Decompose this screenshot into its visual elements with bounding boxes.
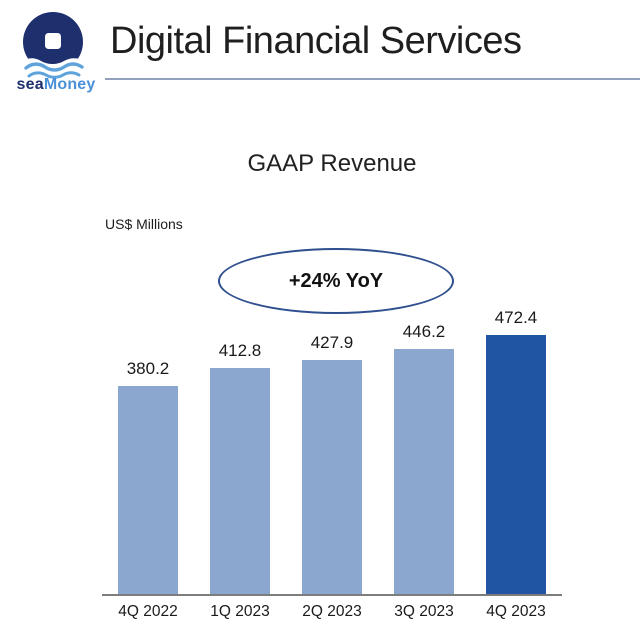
bar-value-label: 472.4 [494, 308, 538, 327]
seamoney-logo: seaMoney [12, 6, 100, 94]
bar-column: 427.9 2Q 2023 [302, 333, 362, 620]
bar-4q-2022 [118, 386, 178, 594]
logo-sea-text: sea [16, 76, 44, 93]
seamoney-wordmark: seaMoney [12, 76, 100, 94]
bar-value-label: 412.8 [218, 341, 262, 360]
yoy-growth-badge: +24% YoY [218, 248, 454, 314]
page-title: Digital Financial Services [110, 20, 522, 62]
bar-2q-2023 [302, 360, 362, 594]
bar-column: 380.2 4Q 2022 [118, 359, 178, 620]
bar-value-label: 380.2 [126, 359, 170, 378]
x-axis-label: 1Q 2023 [210, 603, 270, 620]
bar-value-label: 427.9 [310, 333, 354, 352]
logo-money-text: Money [43, 76, 96, 93]
units-label: US$ Millions [105, 216, 183, 232]
bar-4q-2023 [486, 335, 546, 594]
bar-column: 446.2 3Q 2023 [394, 322, 454, 620]
header-divider [105, 78, 640, 80]
bar-3q-2023 [394, 349, 454, 594]
yoy-growth-text: +24% YoY [288, 269, 384, 292]
seamoney-coin-icon [19, 12, 89, 82]
x-axis-label: 2Q 2023 [302, 603, 362, 620]
bar-value-label: 446.2 [402, 322, 446, 341]
chart-title: GAAP Revenue [247, 150, 417, 177]
x-axis-label: 4Q 2022 [118, 603, 178, 620]
bar-1q-2023 [210, 368, 270, 594]
plot-area: 380.2 4Q 2022 412.8 1Q 2023 427.9 2Q 2023 446.… [102, 308, 562, 620]
x-axis-label: 3Q 2023 [394, 603, 454, 620]
bar-column: 412.8 1Q 2023 [210, 341, 270, 620]
bar-column: 472.4 4Q 2023 [486, 308, 546, 620]
x-axis-label: 4Q 2023 [486, 603, 546, 620]
